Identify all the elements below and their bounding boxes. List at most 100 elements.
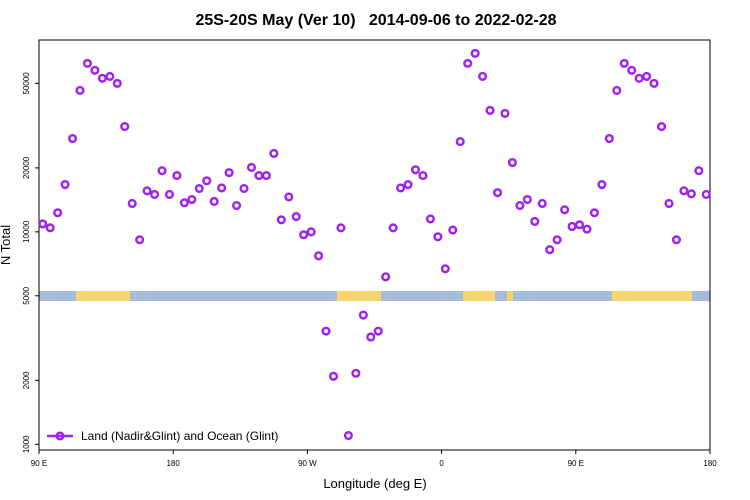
data-point bbox=[686, 189, 696, 199]
data-point bbox=[485, 105, 495, 115]
data-point bbox=[574, 220, 585, 230]
data-point bbox=[619, 58, 629, 68]
x-tick-label: 90 W bbox=[298, 459, 317, 468]
data-point bbox=[75, 85, 85, 96]
data-point bbox=[261, 171, 271, 181]
data-point bbox=[634, 73, 644, 83]
data-point bbox=[440, 264, 450, 274]
data-point bbox=[396, 183, 406, 193]
x-tick-label: 90 E bbox=[568, 459, 584, 468]
data-point bbox=[694, 166, 704, 176]
land-band bbox=[463, 291, 495, 301]
y-tick-label: 20000 bbox=[22, 156, 31, 179]
land-band bbox=[337, 291, 381, 301]
data-point bbox=[269, 148, 279, 158]
plot-frame bbox=[38, 39, 711, 451]
data-point bbox=[612, 85, 622, 96]
data-point bbox=[306, 227, 316, 237]
data-point bbox=[470, 48, 480, 58]
data-point bbox=[418, 171, 428, 181]
data-point bbox=[358, 310, 368, 320]
data-point bbox=[507, 157, 517, 168]
data-point bbox=[194, 183, 204, 194]
data-point bbox=[179, 198, 189, 208]
data-point bbox=[373, 326, 383, 336]
data-point bbox=[351, 368, 361, 378]
y-tick-label: 10000 bbox=[22, 220, 31, 243]
data-point bbox=[343, 430, 353, 441]
data-point bbox=[276, 215, 286, 225]
data-point bbox=[410, 165, 421, 175]
data-point bbox=[425, 214, 435, 224]
data-point bbox=[60, 179, 70, 190]
y-tick-label: 1000 bbox=[22, 435, 31, 453]
data-point bbox=[97, 73, 107, 83]
data-point bbox=[567, 221, 577, 232]
data-point bbox=[105, 71, 115, 81]
data-point bbox=[142, 186, 152, 196]
data-point bbox=[381, 272, 391, 282]
data-point bbox=[239, 183, 249, 194]
data-point bbox=[82, 58, 93, 68]
data-point bbox=[291, 212, 301, 222]
land-band bbox=[612, 291, 692, 301]
data-point bbox=[366, 332, 376, 342]
data-point bbox=[463, 58, 473, 68]
data-point bbox=[68, 133, 78, 144]
data-point bbox=[150, 189, 160, 199]
data-point bbox=[649, 78, 659, 88]
data-point bbox=[492, 188, 503, 198]
data-point bbox=[545, 245, 555, 255]
legend-marker bbox=[55, 431, 65, 441]
data-point bbox=[589, 208, 599, 218]
data-point bbox=[500, 108, 510, 118]
y-tick-label: 2000 bbox=[22, 371, 31, 389]
x-tick-label: 180 bbox=[167, 459, 181, 468]
data-point bbox=[209, 196, 219, 207]
data-point bbox=[403, 179, 413, 190]
y-axis-label: N Total bbox=[0, 225, 13, 265]
data-point bbox=[246, 162, 257, 172]
land-band bbox=[76, 291, 130, 301]
data-point bbox=[38, 219, 48, 229]
data-point bbox=[656, 122, 667, 132]
x-axis-label: Longitude (deg E) bbox=[323, 476, 426, 491]
data-point bbox=[321, 326, 331, 336]
data-point bbox=[448, 225, 458, 235]
data-point bbox=[135, 235, 145, 245]
data-point bbox=[522, 194, 532, 205]
data-point bbox=[112, 78, 122, 88]
data-point bbox=[314, 251, 324, 261]
data-point bbox=[299, 230, 309, 240]
land-ocean-strip bbox=[39, 291, 710, 301]
data-point bbox=[336, 223, 346, 233]
data-point bbox=[232, 200, 242, 211]
data-point bbox=[172, 171, 182, 181]
data-point bbox=[120, 122, 130, 132]
data-point bbox=[515, 200, 525, 211]
data-point bbox=[537, 198, 547, 209]
land-band bbox=[507, 291, 513, 301]
data-point bbox=[642, 71, 652, 81]
data-point bbox=[90, 65, 100, 75]
y-tick-label: 50000 bbox=[22, 72, 31, 95]
data-point bbox=[627, 65, 637, 75]
data-point bbox=[679, 186, 689, 196]
data-point bbox=[530, 216, 540, 226]
data-point bbox=[552, 235, 562, 245]
data-point bbox=[597, 179, 607, 190]
legend-label: Land (Nadir&Glint) and Ocean (Glint) bbox=[81, 429, 278, 443]
data-point bbox=[127, 198, 137, 209]
data-point bbox=[254, 171, 264, 181]
data-point bbox=[164, 189, 175, 199]
data-point bbox=[478, 71, 488, 81]
data-point bbox=[45, 223, 55, 233]
data-point bbox=[187, 194, 197, 205]
data-point bbox=[157, 166, 167, 176]
data-point bbox=[433, 232, 443, 242]
data-point bbox=[455, 137, 465, 147]
data-point bbox=[701, 189, 711, 199]
data-point bbox=[217, 183, 227, 193]
data-point bbox=[671, 235, 682, 245]
